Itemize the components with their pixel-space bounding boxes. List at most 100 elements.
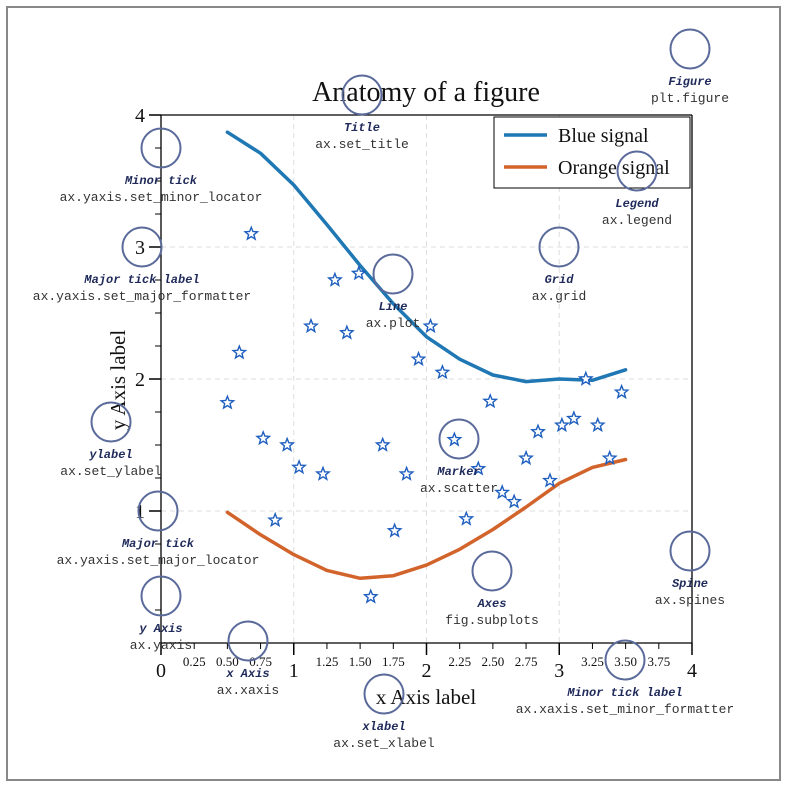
annotation-circle (341, 74, 383, 116)
scatter-point (434, 363, 451, 380)
annotation: Legend ax.legend (602, 150, 672, 228)
annotation-title: Grid (545, 273, 575, 287)
annotation-title: Axes (477, 597, 507, 611)
annotation-code: ax.yaxis (130, 638, 192, 653)
annotation-title: Legend (615, 197, 659, 211)
scatter-point (482, 392, 499, 409)
annotation-code: ax.plot (366, 316, 421, 331)
x-minor-tick-label: 2.25 (448, 654, 471, 669)
annotation: Axes fig.subplots (445, 550, 539, 628)
annotation-circle (227, 620, 269, 662)
scatter-point (243, 225, 260, 241)
annotation-code: ax.grid (532, 289, 587, 304)
annotation: Grid ax.grid (532, 226, 587, 304)
annotation-title: Major tick (121, 537, 195, 551)
x-major-tick-label: 3 (554, 660, 564, 682)
annotation-title: Line (379, 300, 408, 314)
annotation-title: Title (344, 121, 380, 135)
annotation-code: ax.legend (602, 213, 672, 228)
annotation-code: ax.yaxis.set_major_locator (57, 553, 260, 568)
scatter-point (374, 436, 391, 452)
chart-title: Anatomy of a figure (312, 77, 540, 108)
legend: Blue signal Orange signal (493, 116, 691, 189)
scatter-point (506, 493, 523, 509)
scatter-point (291, 458, 308, 475)
annotation-circle (471, 550, 513, 592)
scatter-point (553, 416, 570, 433)
legend-entry: Blue signal (558, 125, 649, 147)
x-major-tick-label: 1 (289, 660, 299, 682)
x-major-tick-label: 2 (422, 660, 432, 682)
annotations-layer: Figure plt.figure Title ax.set_title Legend a… (33, 28, 734, 751)
annotation-circle (616, 150, 658, 192)
annotation-title: Figure (668, 75, 711, 89)
annotation-circle (372, 253, 414, 295)
annotation-circle (604, 639, 646, 681)
scatter-point (613, 383, 630, 400)
scatter-point (529, 423, 546, 439)
annotation-title: Minor tick (124, 174, 198, 188)
x-minor-tick-label: 2.75 (515, 654, 538, 669)
annotation-circle (438, 418, 480, 460)
annotation-code: ax.scatter (420, 481, 498, 496)
scatter-point (302, 317, 319, 334)
annotation-title: x Axis (225, 667, 269, 681)
scatter-point (255, 429, 272, 446)
x-minor-tick-label: 1.75 (382, 654, 405, 669)
y-major-tick-label: 3 (135, 237, 145, 259)
scatter-point (601, 449, 618, 466)
scatter-point (231, 344, 248, 360)
annotation: x Axis ax.xaxis (217, 620, 279, 698)
annotation-code: ax.xaxis (217, 683, 279, 698)
scatter-point (326, 271, 343, 287)
annotation-code: ax.spines (655, 593, 725, 608)
scatter-point (410, 350, 427, 367)
annotation-circle (538, 226, 580, 268)
annotation-code: ax.yaxis.set_major_formatter (33, 289, 251, 304)
figure-frame (6, 6, 781, 781)
x-minor-tick-label: 1.25 (316, 654, 339, 669)
x-minor-tick-label: 0.25 (183, 654, 206, 669)
y-major-tick-label: 2 (135, 369, 145, 391)
scatter-point (494, 484, 511, 500)
annotation-title: Spine (672, 577, 708, 591)
annotation-circle (140, 127, 182, 169)
annotation-title: Major tick label (83, 273, 199, 287)
scatter-point (541, 472, 558, 488)
scatter-point (350, 264, 367, 281)
y-major-tick-label: 1 (135, 501, 145, 523)
legend-entry: Orange signal (558, 157, 670, 179)
annotation-code: plt.figure (651, 91, 729, 106)
scatter-point (518, 449, 534, 466)
scatter-point (577, 370, 594, 386)
scatter-point (386, 522, 403, 538)
series-layer (219, 130, 630, 604)
x-major-tick-label: 4 (687, 660, 697, 682)
x-major-tick-label: 0 (156, 660, 166, 682)
annotation-code: ax.yaxis.set_minor_locator (60, 190, 263, 205)
annotation-circle (137, 490, 179, 532)
annotation: Minor tick ax.yaxis.set_minor_locator (60, 127, 263, 205)
annotation-circle (121, 226, 163, 268)
annotation-code: ax.set_xlabel (333, 736, 435, 751)
annotation: Minor tick label ax.xaxis.set_minor_forma… (516, 639, 734, 717)
legend-box (493, 116, 691, 189)
x-axis-label: x Axis label (376, 685, 476, 709)
scatter-point (458, 510, 475, 526)
series-line-1 (225, 457, 628, 581)
scatter-point (470, 460, 487, 476)
x-minor-tick-label: 0.75 (249, 654, 272, 669)
scatter-point (279, 436, 296, 452)
x-minor-tick-label: 3.50 (614, 654, 637, 669)
scatter-point (589, 416, 606, 433)
annotation-title: y Axis (138, 622, 182, 636)
annotation: Major tick label ax.yaxis.set_major_forma… (33, 226, 251, 304)
x-minor-tick-label: 1.50 (349, 654, 372, 669)
annotation: Marker ax.scatter (420, 418, 498, 496)
x-minor-tick-label: 2.50 (482, 654, 505, 669)
annotation: xlabel ax.set_xlabel (333, 673, 435, 751)
scatter-point (338, 324, 355, 340)
annotation: Line ax.plot (366, 253, 421, 331)
